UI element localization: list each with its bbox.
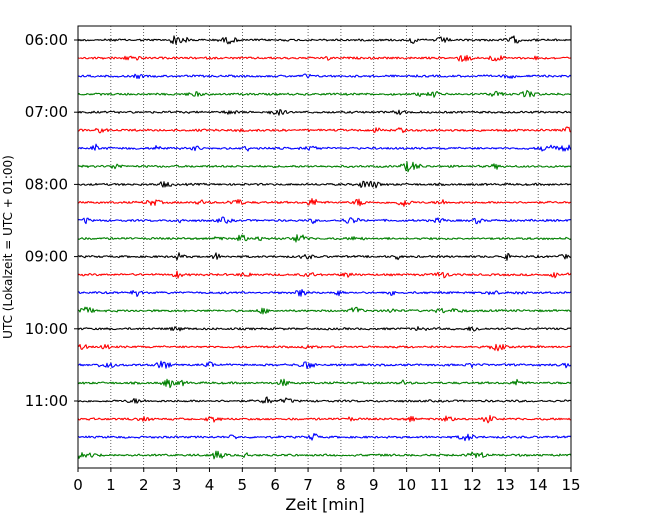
- trace-line: [77, 234, 572, 243]
- x-tick-label: 13: [496, 476, 515, 494]
- trace-line: [77, 288, 572, 297]
- x-tick-label: 10: [397, 476, 416, 494]
- x-axis-ticks: 0 1 2 3 4 5 6 7 8 9 10 11 12 13 14 15: [73, 468, 581, 494]
- trace-line: [77, 180, 572, 189]
- x-tick-label: 11: [430, 476, 449, 494]
- trace-line: [77, 161, 572, 173]
- trace-line: [77, 270, 572, 279]
- trace-line: [77, 216, 572, 225]
- trace-line: [77, 54, 572, 62]
- trace-line: [77, 306, 572, 315]
- plot-frame: [77, 25, 572, 469]
- trace-line: [77, 432, 572, 442]
- x-tick-label: 12: [463, 476, 482, 494]
- y-axis-ticks: 06:00 07:00 08:00 09:00 10:00 11:00: [25, 31, 78, 410]
- trace-line: [77, 343, 572, 352]
- seismic-traces: [77, 35, 572, 460]
- trace-line: [77, 396, 572, 404]
- x-tick-label: 3: [172, 476, 182, 494]
- trace-line: [77, 450, 572, 460]
- x-tick-label: 7: [303, 476, 313, 494]
- x-gridlines: [110, 26, 539, 468]
- trace-line: [77, 414, 572, 424]
- x-tick-label: 15: [561, 476, 580, 494]
- trace-line: [77, 109, 572, 116]
- trace-line: [77, 326, 572, 332]
- y-tick-label: 10:00: [25, 320, 68, 338]
- x-tick-label: 8: [336, 476, 346, 494]
- x-axis-label: Zeit [min]: [285, 495, 364, 514]
- x-tick-label: 1: [106, 476, 116, 494]
- x-tick-label: 2: [139, 476, 149, 494]
- trace-line: [77, 73, 572, 80]
- x-tick-label: 9: [369, 476, 379, 494]
- trace-line: [77, 89, 572, 98]
- y-tick-label: 06:00: [25, 31, 68, 49]
- trace-line: [77, 378, 572, 389]
- x-tick-label: 6: [270, 476, 280, 494]
- x-tick-label: 14: [529, 476, 548, 494]
- x-tick-label: 0: [73, 476, 83, 494]
- x-tick-label: 4: [205, 476, 215, 494]
- y-tick-label: 11:00: [25, 392, 68, 410]
- y-tick-label: 07:00: [25, 103, 68, 121]
- trace-line: [77, 35, 572, 45]
- trace-line: [77, 198, 572, 207]
- y-tick-label: 09:00: [25, 248, 68, 266]
- x-tick-label: 5: [238, 476, 248, 494]
- y-tick-label: 08:00: [25, 175, 68, 193]
- trace-line: [77, 360, 572, 369]
- trace-line: [77, 252, 572, 261]
- trace-line: [77, 143, 572, 152]
- trace-line: [77, 126, 572, 134]
- y-axis-label: UTC (Lokalzeit = UTC + 01:00): [1, 155, 15, 339]
